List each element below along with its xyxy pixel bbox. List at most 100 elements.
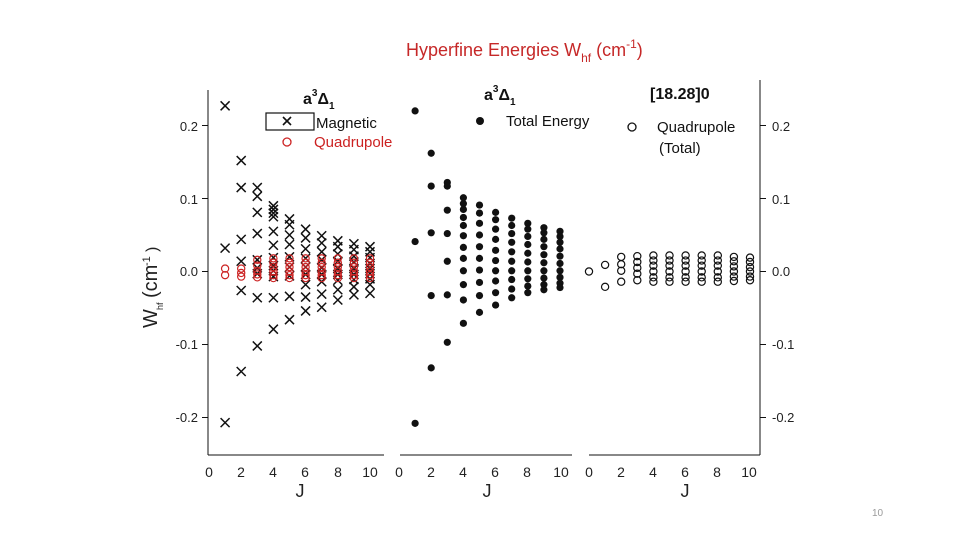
right-quadrupole-total-point	[617, 252, 626, 262]
left-quadrupole-point	[349, 262, 359, 272]
left-quadrupole-point	[365, 258, 375, 267]
left-x-tick-label: 6	[301, 464, 309, 480]
left-magnetic-point	[332, 241, 343, 252]
right-quadrupole-total-point	[729, 262, 739, 271]
left-x-tick-label: 2	[237, 464, 245, 480]
right-quadrupole-total-point	[649, 251, 658, 260]
left-quadrupole-point	[365, 254, 375, 263]
data-marks	[220, 100, 755, 428]
middle-total-energy-point	[459, 200, 467, 208]
middle-total-energy-point	[508, 294, 516, 302]
right-quadrupole-total-point	[633, 276, 642, 285]
right-quadrupole-total-point	[713, 251, 723, 260]
right-quadrupole-total-point	[633, 269, 642, 278]
left-x-tick-label: 0	[205, 464, 213, 480]
middle-total-energy-point	[459, 254, 467, 262]
right-quadrupole-total-point	[600, 282, 610, 292]
middle-total-energy-point	[459, 296, 467, 304]
middle-total-energy-point	[411, 419, 419, 427]
left-magnetic-point	[268, 204, 279, 215]
right-quadrupole-total-point	[681, 267, 690, 276]
middle-total-energy-point	[556, 232, 564, 241]
left-magnetic-point	[236, 182, 247, 193]
middle-total-energy-point	[540, 267, 548, 275]
left-quadrupole-point	[349, 267, 359, 276]
right-quadrupole-total-point	[745, 267, 755, 276]
left-quadrupole-point	[349, 273, 359, 283]
left-quadrupole-point	[220, 264, 230, 273]
left-legend: Magnetic Quadrupole	[265, 112, 392, 151]
middle-total-energy-point	[475, 231, 484, 239]
right-x-tick-label: 10	[741, 464, 757, 480]
left-quadrupole-point	[269, 270, 278, 280]
middle-total-energy-point	[556, 273, 564, 281]
legend-label-total: (Total)	[659, 140, 701, 157]
middle-total-energy-point	[508, 267, 516, 275]
middle-total-energy-point	[475, 219, 484, 227]
right-y-tick-label: 0.0	[772, 264, 790, 279]
left-y-tick-label: 0.2	[180, 119, 198, 134]
middle-total-energy-point	[492, 289, 500, 297]
legend-marker-circle	[282, 137, 292, 147]
right-legend: Quadrupole (Total)	[627, 119, 735, 157]
right-quadrupole-total-point	[681, 251, 690, 260]
middle-total-energy-point	[475, 266, 484, 274]
left-quadrupole-point	[365, 267, 375, 276]
chart-title: Hyperfine Energies Whf (cm-1)	[406, 37, 643, 65]
middle-total-energy-point	[475, 308, 484, 316]
middle-total-energy-point	[524, 275, 532, 283]
right-quadrupole-total-point	[665, 267, 674, 276]
left-x-tick-label: 10	[362, 464, 378, 480]
middle-total-energy-point	[540, 235, 548, 243]
middle-total-energy-point	[524, 258, 532, 266]
middle-total-energy-point	[540, 251, 548, 259]
middle-total-energy-point	[508, 257, 516, 265]
middle-total-energy-point	[540, 224, 548, 232]
middle-total-energy-point	[459, 267, 467, 275]
middle-total-energy-point	[492, 225, 500, 233]
right-quadrupole-total-point	[649, 261, 658, 270]
left-magnetic-point	[236, 234, 247, 245]
left-y-tick-label: 0.0	[180, 264, 198, 279]
left-x-axis-title: J	[296, 481, 305, 501]
left-magnetic-point	[220, 100, 231, 111]
left-quadrupole-point	[333, 273, 342, 283]
right-quadrupole-total-point	[665, 251, 674, 260]
middle-total-energy-point	[475, 278, 484, 287]
legend-marker-filled	[476, 117, 484, 125]
right-quadrupole-total-point	[649, 256, 658, 265]
middle-total-energy-point	[508, 248, 516, 256]
left-quadrupole-point	[285, 273, 294, 283]
left-magnetic-point	[300, 279, 311, 290]
right-quadrupole-total-point	[649, 267, 658, 276]
left-quadrupole-point	[253, 273, 262, 282]
left-magnetic-point	[348, 281, 359, 292]
right-quadrupole-total-point	[665, 273, 674, 282]
middle-state-label: a3Δ1	[484, 84, 516, 108]
middle-total-energy-point	[443, 257, 451, 265]
middle-total-energy-point	[508, 238, 516, 246]
middle-total-energy-point	[459, 281, 467, 289]
left-quadrupole-point	[285, 258, 294, 267]
left-y-tick-label: -0.1	[176, 337, 198, 352]
middle-total-energy-point	[524, 225, 532, 233]
left-quadrupole-point	[269, 254, 278, 263]
right-quadrupole-total-point	[633, 251, 642, 261]
right-quadrupole-total-point	[713, 261, 723, 270]
left-quadrupole-point	[236, 268, 246, 278]
middle-total-energy-point	[443, 182, 451, 190]
middle-total-energy-point	[524, 249, 532, 257]
middle-total-energy-point	[459, 243, 467, 252]
left-quadrupole-point	[349, 254, 359, 263]
y-axis-label: W hf (cm -1 )	[140, 247, 165, 328]
left-magnetic-point	[220, 243, 231, 254]
right-y-tick-label: -0.1	[772, 337, 794, 352]
middle-total-energy-point	[475, 291, 484, 300]
left-magnetic-point	[252, 340, 263, 351]
middle-total-energy-point	[492, 208, 500, 216]
middle-total-energy-point	[459, 194, 467, 202]
left-magnetic-point	[316, 237, 327, 249]
middle-x-tick-label: 10	[553, 464, 569, 480]
middle-total-energy-point	[475, 209, 484, 217]
left-y-tick-label: -0.2	[176, 410, 198, 425]
